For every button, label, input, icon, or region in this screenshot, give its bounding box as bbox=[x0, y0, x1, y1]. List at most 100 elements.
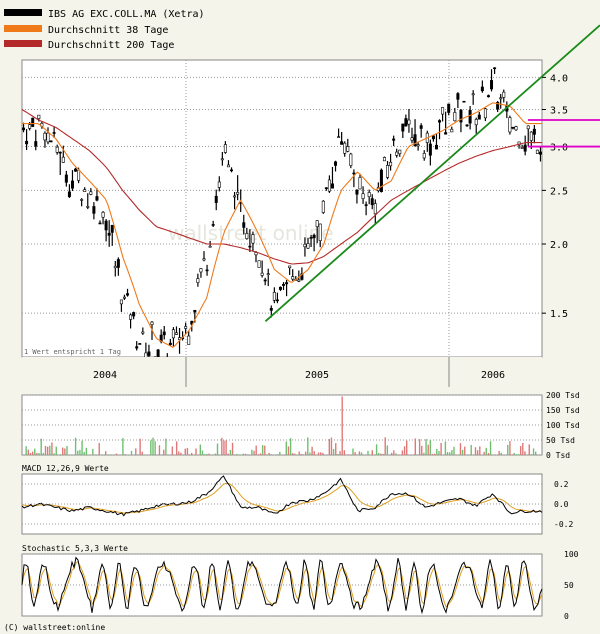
price-candle bbox=[236, 192, 240, 195]
price-candle bbox=[471, 93, 475, 96]
price-candle bbox=[202, 258, 206, 261]
price-candle bbox=[86, 206, 90, 208]
price-candle bbox=[306, 243, 310, 249]
price-candle bbox=[514, 126, 518, 131]
price-candle bbox=[499, 97, 503, 100]
price-tick-label: 1.5 bbox=[550, 309, 568, 320]
price-candle bbox=[474, 119, 478, 126]
price-candle bbox=[483, 108, 487, 119]
price-candle bbox=[263, 279, 267, 282]
price-candle bbox=[171, 329, 175, 339]
price-candle bbox=[486, 95, 490, 98]
price-candle bbox=[126, 293, 130, 296]
price-candle bbox=[395, 151, 399, 156]
price-candle bbox=[468, 110, 472, 124]
price-candle bbox=[25, 140, 29, 145]
price-candle bbox=[444, 132, 448, 135]
price-candle bbox=[28, 124, 32, 129]
price-candle bbox=[490, 80, 494, 90]
price-candle bbox=[162, 331, 166, 336]
price-candle bbox=[346, 146, 350, 152]
volume-panel: 200 Tsd 150 Tsd 100 Tsd 50 Tsd 0 Tsd bbox=[21, 391, 580, 460]
price-candle bbox=[220, 158, 224, 161]
price-candle bbox=[434, 144, 438, 150]
price-candle bbox=[453, 112, 457, 122]
price-candle bbox=[37, 114, 41, 119]
price-candle bbox=[46, 132, 50, 143]
price-candle bbox=[529, 131, 533, 141]
price-candle bbox=[211, 224, 215, 226]
price-candle bbox=[22, 127, 26, 131]
price-tick-label: 2.5 bbox=[550, 186, 568, 197]
price-candle bbox=[275, 299, 279, 302]
legend-label-ma38: Durchschnitt 38 Tage bbox=[48, 25, 168, 36]
price-candle bbox=[193, 309, 197, 313]
price-candle bbox=[447, 103, 451, 113]
price-candle bbox=[168, 342, 172, 346]
stochastic-tick-label: 100 bbox=[564, 550, 579, 559]
price-candle bbox=[300, 273, 304, 280]
price-candle bbox=[352, 172, 356, 175]
trendline bbox=[264, 24, 600, 322]
price-candle bbox=[278, 286, 282, 290]
price-candle bbox=[410, 137, 414, 141]
x-label-2004: 2004 bbox=[93, 370, 117, 381]
price-candle bbox=[251, 234, 255, 244]
price-candle bbox=[147, 351, 151, 356]
price-candle bbox=[456, 93, 460, 100]
price-candle bbox=[312, 234, 316, 239]
price-candle bbox=[309, 237, 313, 239]
price-candle bbox=[526, 125, 530, 130]
price-candle bbox=[324, 187, 328, 190]
price-candle bbox=[58, 151, 62, 154]
price-candle bbox=[156, 349, 160, 358]
price-candle bbox=[34, 141, 38, 147]
price-candle bbox=[297, 279, 301, 282]
price-candle bbox=[386, 165, 390, 178]
price-tick-label: 4.0 bbox=[550, 73, 568, 84]
price-candle bbox=[404, 118, 408, 127]
price-candle bbox=[266, 273, 270, 275]
price-candle bbox=[389, 161, 393, 167]
price-panel: wallstreet online 4.0 3.5 3.0 2.5 2.0 1.5 1 W… bbox=[21, 24, 600, 371]
price-candle bbox=[174, 332, 178, 335]
macd-plot-area bbox=[21, 473, 543, 535]
price-candle bbox=[373, 203, 377, 215]
price-candle bbox=[523, 144, 527, 152]
price-candle bbox=[245, 233, 249, 239]
ma38-line bbox=[22, 102, 542, 348]
price-candle bbox=[230, 169, 234, 172]
copyright: (C) wallstreet:online bbox=[4, 623, 105, 632]
price-candle bbox=[364, 204, 368, 206]
price-candle bbox=[80, 199, 84, 201]
price-candle bbox=[272, 292, 276, 301]
macd-tick-label: 0.2 bbox=[554, 480, 569, 489]
x-label-2005: 2005 bbox=[305, 370, 329, 381]
price-candle bbox=[340, 141, 344, 145]
macd-tick-label: 0.0 bbox=[554, 500, 569, 509]
price-candle bbox=[496, 102, 500, 110]
price-candle bbox=[303, 243, 307, 248]
legend-label-price: IBS AG EXC.COLL.MA (Xetra) bbox=[48, 9, 205, 20]
watermark: wallstreet online bbox=[168, 221, 334, 245]
price-candle bbox=[132, 312, 136, 317]
price-candle bbox=[64, 174, 68, 183]
price-candle bbox=[285, 282, 289, 285]
price-candle bbox=[370, 198, 374, 206]
price-candle bbox=[196, 278, 200, 283]
macd-lines bbox=[21, 475, 543, 517]
price-candle bbox=[129, 314, 133, 320]
price-candle bbox=[119, 299, 123, 305]
price-candle bbox=[31, 117, 35, 127]
price-candle bbox=[493, 67, 497, 70]
price-tick-label: 3.0 bbox=[550, 143, 568, 154]
price-candle bbox=[459, 109, 463, 123]
price-candle bbox=[480, 86, 484, 92]
price-candle bbox=[184, 326, 188, 329]
price-candle bbox=[508, 117, 512, 133]
price-candle bbox=[337, 136, 341, 138]
price-candle bbox=[233, 195, 237, 198]
price-candle bbox=[107, 232, 111, 236]
ma200-line bbox=[21, 109, 542, 265]
price-candle bbox=[83, 189, 87, 193]
